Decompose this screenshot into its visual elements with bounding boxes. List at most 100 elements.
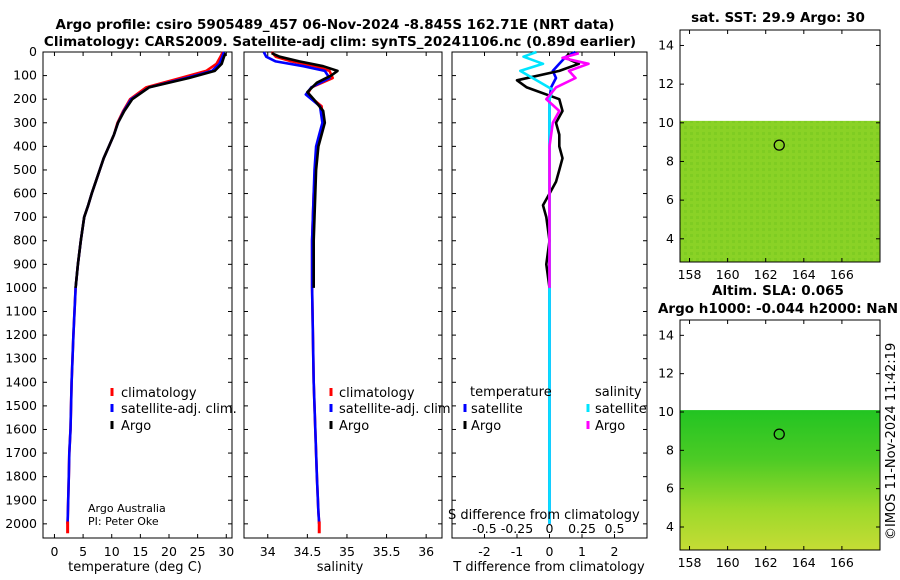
depth-tick-label: 1200 (5, 327, 37, 342)
map-x-tick-label: 160 (716, 555, 740, 570)
x-tick-label: 36 (418, 544, 434, 559)
map-y-tick-label: 10 (658, 115, 674, 130)
legend-satellite-label: satellite-adj. clim. (339, 402, 455, 417)
x-tick-label: 25 (190, 544, 206, 559)
sla-map-frame (679, 319, 881, 551)
depth-tick-label: 600 (13, 186, 37, 201)
sla-map-title: Altim. SLA: 0.065 (712, 283, 844, 299)
depth-tick-label: 800 (13, 233, 37, 248)
depth-tick-label: 700 (13, 209, 37, 224)
map-x-tick-label: 166 (830, 555, 854, 570)
legend-temperature-header: temperature (470, 385, 552, 400)
map-x-tick-label: 158 (678, 267, 702, 282)
x-tick-label: 0 (50, 544, 58, 559)
x-tick-label: -2 (478, 544, 490, 559)
depth-tick-label: 400 (13, 138, 37, 153)
sst-map: sat. SST: 29.9 Argo: 30 158 160 162 164 166 4… (658, 10, 881, 282)
map-y-tick-label: 6 (666, 481, 674, 496)
sst-map-title: sat. SST: 29.9 Argo: 30 (691, 10, 865, 26)
map-y-tick-label: 12 (658, 76, 674, 91)
legend-s-argo-label: Argo (595, 419, 625, 434)
series-line-satellite-adj-clim- (262, 51, 331, 524)
s-tick-label: 0.25 (568, 521, 596, 536)
timestamp: ©IMOS 11-Nov-2024 11:42:19 (884, 343, 899, 540)
difference-panel: -2 -1 0 1 2 -0.5 -0.25 0 0.25 0.5 S difference fr… (448, 50, 648, 575)
sla-map-field (680, 410, 880, 550)
depth-tick-label: 1700 (5, 445, 37, 460)
map-x-tick-label: 162 (754, 555, 778, 570)
map-x-tick-label: 166 (830, 267, 854, 282)
depth-tick-labels: 0 100 200 300 400 500 600 700 800 900 1000 1100 1200… (5, 44, 37, 531)
x-tick-label: 34.5 (293, 544, 321, 559)
sst-argo-location-marker (773, 139, 785, 151)
legend-climatology-label: climatology (339, 386, 415, 401)
s-tick-label: -0.25 (501, 521, 533, 536)
x-tick-label: 35 (339, 544, 355, 559)
depth-tick-label: 1000 (5, 280, 37, 295)
map-x-tick-label: 160 (716, 267, 740, 282)
sla-map-subtitle: Argo h1000: -0.044 h2000: NaN (658, 301, 898, 317)
depth-tick-label: 1900 (5, 492, 37, 507)
difference-tick-labels: -2 -1 0 1 2 -0.5 -0.25 0 0.25 0.5 (452, 51, 647, 559)
credit-pi: PI: Peter Oke (88, 515, 159, 528)
x-tick-label: 2 (611, 544, 619, 559)
sla-argo-location-marker (773, 428, 785, 440)
temperature-panel: 0100200300400500600700800900100011001200… (5, 44, 237, 575)
depth-tick-label: 200 (13, 91, 37, 106)
map-y-tick-label: 14 (658, 327, 674, 342)
x-tick-label: 35.5 (373, 544, 401, 559)
s-difference-label: S difference from climatology (448, 508, 640, 523)
salinity-axes-frame (243, 51, 443, 539)
x-tick-label: 1 (578, 544, 586, 559)
series-line-salinity-argo (544, 51, 590, 288)
s-tick-label: 0 (546, 521, 554, 536)
temperature-xlabel: temperature (deg C) (68, 560, 202, 575)
depth-tick-label: 1100 (5, 304, 37, 319)
map-y-tick-label: 14 (658, 37, 674, 52)
depth-tick-label: 500 (13, 162, 37, 177)
depth-tick-label: 300 (13, 115, 37, 130)
temperature-axes-frame (42, 51, 233, 539)
map-y-tick-label: 4 (666, 231, 674, 246)
map-y-tick-label: 8 (666, 442, 674, 457)
salinity-panel: 34 34.5 35 35.5 36 salinity climatology sate… (243, 51, 455, 575)
legend-climatology-label: climatology (121, 386, 197, 401)
map-x-tick-label: 164 (792, 555, 816, 570)
sla-map: Altim. SLA: 0.065 Argo h1000: -0.044 h20… (658, 283, 898, 570)
credit-org: Argo Australia (88, 502, 166, 515)
map-x-tick-label: 164 (792, 267, 816, 282)
x-tick-label: 20 (161, 544, 177, 559)
series-line-temperature-argo (515, 52, 581, 289)
x-tick-label: 10 (104, 544, 120, 559)
sla-map-ticks: 158 160 162 164 166 4 6 8 10 12 14 (658, 320, 880, 570)
figure-title-line2: Climatology: CARS2009. Satellite-adj cli… (44, 34, 636, 50)
depth-tick-label: 1300 (5, 351, 37, 366)
map-y-tick-label: 12 (658, 366, 674, 381)
depth-tick-label: 1600 (5, 421, 37, 436)
depth-tick-label: 1400 (5, 374, 37, 389)
series-line-salinity-satellite (518, 50, 555, 524)
x-tick-label: 5 (79, 544, 87, 559)
depth-tick-label: 1500 (5, 398, 37, 413)
temperature-legend: climatology satellite-adj. clim. Argo (110, 386, 237, 434)
map-y-tick-label: 6 (666, 192, 674, 207)
depth-tick-label: 0 (29, 44, 37, 59)
temperature-series (66, 51, 227, 534)
depth-tick-label: 1800 (5, 469, 37, 484)
series-line-argo (74, 52, 227, 289)
legend-s-satellite-label: satellite (595, 402, 647, 417)
difference-series (515, 50, 590, 524)
depth-tick-label: 900 (13, 256, 37, 271)
salinity-legend: climatology satellite-adj. clim. Argo (329, 386, 455, 434)
map-y-tick-label: 8 (666, 153, 674, 168)
x-tick-label: 0 (546, 544, 554, 559)
map-y-tick-label: 10 (658, 404, 674, 419)
sst-map-frame (679, 29, 881, 263)
legend-t-argo-label: Argo (471, 419, 501, 434)
depth-tick-label: 100 (13, 68, 37, 83)
sst-map-field (680, 120, 880, 262)
salinity-xlabel: salinity (317, 560, 364, 575)
difference-legend: temperature salinity satellite Argo sate… (463, 385, 647, 434)
x-tick-label: 34 (260, 544, 276, 559)
